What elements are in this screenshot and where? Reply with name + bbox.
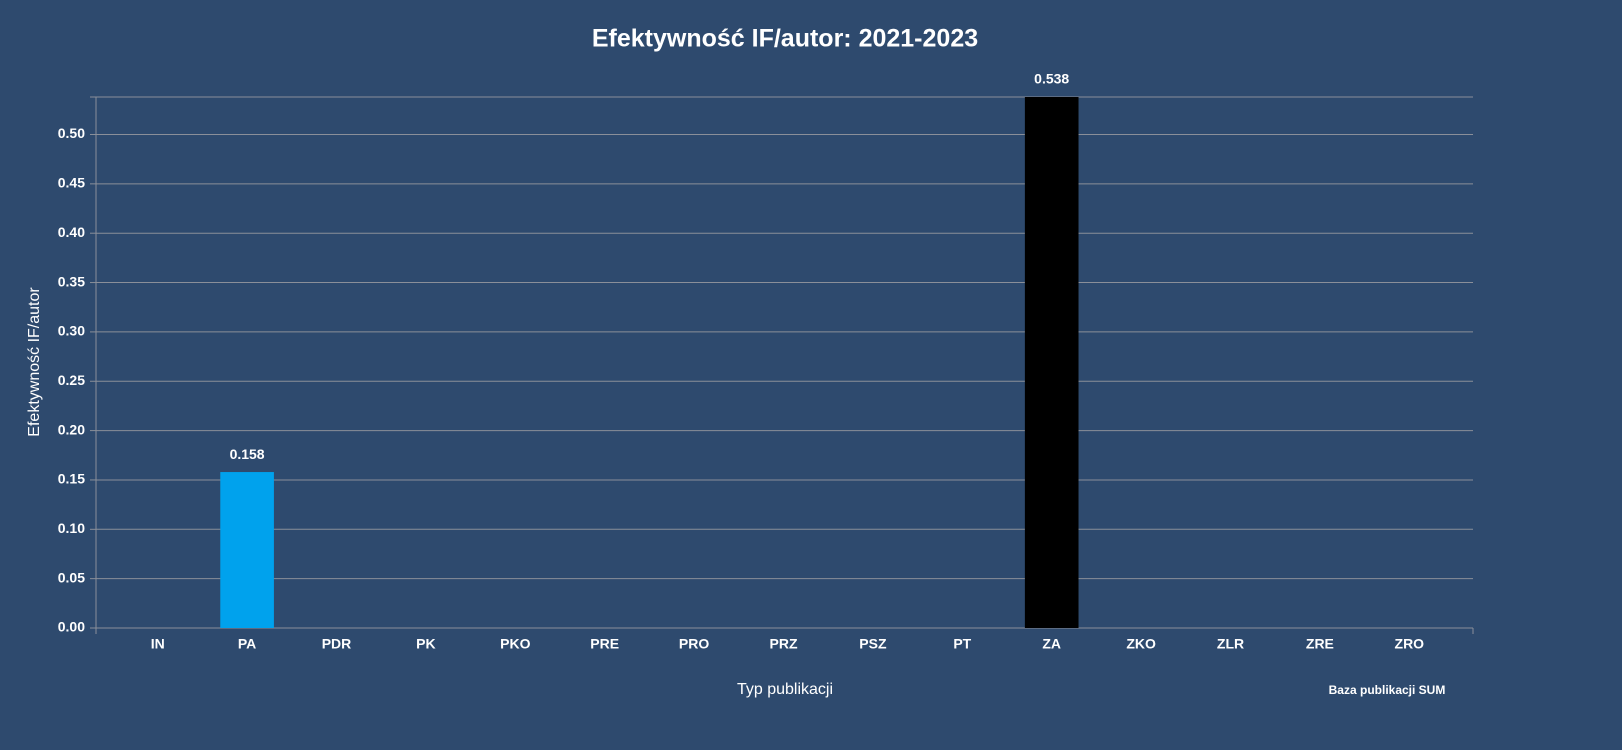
x-tick-label: ZA [1042, 636, 1061, 652]
y-tick-label: 0.15 [58, 471, 85, 487]
x-tick-label: PRO [679, 636, 709, 652]
x-tick-label: ZLR [1217, 636, 1244, 652]
y-tick-label: 0.50 [58, 125, 85, 141]
y-tick-label: 0.05 [58, 569, 85, 585]
y-axis-label: Efektywność IF/autor [26, 287, 43, 437]
y-tick-label: 0.35 [58, 273, 85, 289]
y-tick-label: 0.45 [58, 175, 85, 191]
x-tick-label: PT [953, 636, 971, 652]
x-tick-label: PSZ [859, 636, 887, 652]
y-tick-label: 0.30 [58, 323, 85, 339]
x-tick-label: PRZ [770, 636, 798, 652]
bar [220, 472, 274, 628]
source-note: Baza publikacji SUM [1329, 683, 1446, 697]
x-tick-label: ZRO [1395, 636, 1425, 652]
x-tick-label: IN [151, 636, 165, 652]
x-tick-label: PKO [500, 636, 530, 652]
x-axis-label: Typ publikacji [737, 681, 833, 698]
x-tick-label: ZRE [1306, 636, 1334, 652]
bar [1024, 97, 1079, 628]
y-tick-label: 0.20 [58, 421, 85, 437]
y-tick-label: 0.40 [58, 224, 85, 240]
data-label: 0.158 [230, 446, 265, 462]
y-tick-label: 0.10 [58, 520, 85, 536]
chart-title: Efektywność IF/autor: 2021-2023 [592, 25, 978, 53]
x-tick-label: ZKO [1126, 636, 1156, 652]
y-tick-label: 0.00 [58, 619, 85, 635]
x-tick-label: PA [238, 636, 256, 652]
data-label: 0.538 [1034, 71, 1069, 87]
x-tick-label: PK [416, 636, 435, 652]
x-tick-label: PRE [590, 636, 619, 652]
y-tick-label: 0.25 [58, 372, 85, 388]
x-tick-label: PDR [322, 636, 352, 652]
